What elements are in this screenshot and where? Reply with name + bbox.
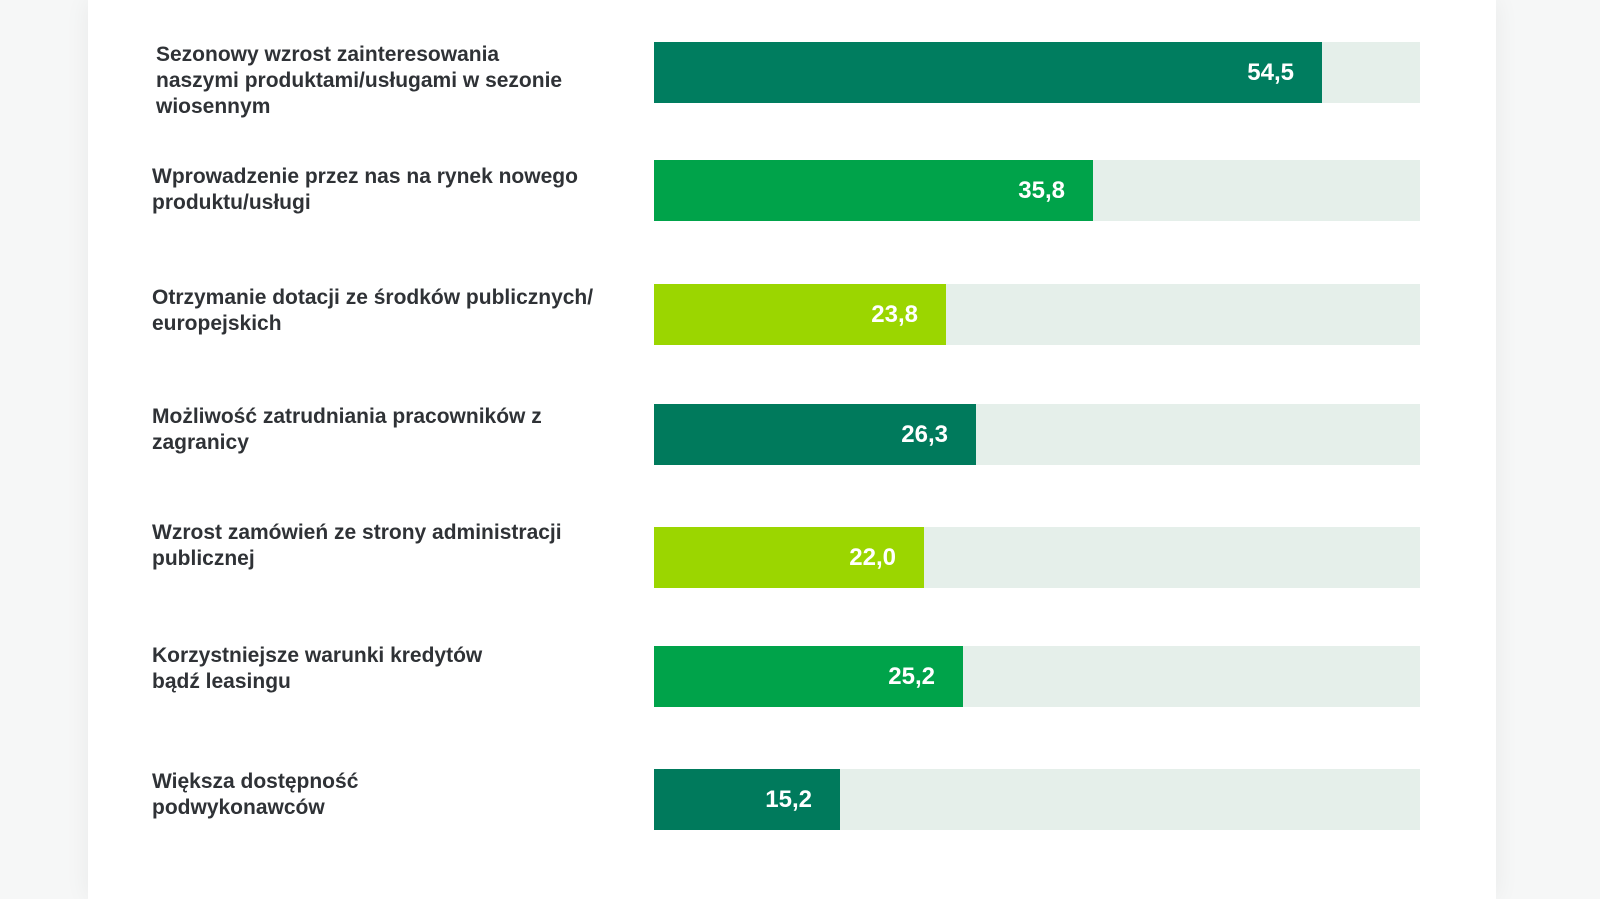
bar bbox=[654, 769, 840, 830]
value-label: 23,8 bbox=[871, 301, 918, 328]
bar bbox=[654, 284, 946, 345]
bar-track: 54,5 bbox=[654, 42, 1420, 103]
bar-track: 22,0 bbox=[654, 527, 1420, 588]
category-label: Otrzymanie dotacji ze środków publicznyc… bbox=[152, 286, 594, 335]
category-label: Możliwość zatrudniania pracowników z zag… bbox=[152, 405, 542, 454]
bar bbox=[654, 646, 963, 707]
category-label: Wprowadzenie przez nas na rynek nowego p… bbox=[152, 165, 578, 214]
bar-track: 23,8 bbox=[654, 284, 1420, 345]
category-label: Większa dostępność podwykonawców bbox=[152, 770, 359, 819]
value-label: 35,8 bbox=[1018, 177, 1065, 204]
bar bbox=[654, 527, 924, 588]
value-label: 15,2 bbox=[765, 786, 812, 813]
bar-track: 35,8 bbox=[654, 160, 1420, 221]
category-label: Wzrost zamówień ze strony administracji … bbox=[152, 521, 562, 570]
bar-track: 15,2 bbox=[654, 769, 1420, 830]
bar bbox=[654, 42, 1322, 103]
value-label: 22,0 bbox=[849, 544, 896, 571]
value-label: 25,2 bbox=[888, 663, 935, 690]
bar-track: 25,2 bbox=[654, 646, 1420, 707]
category-label: Korzystniejsze warunki kredytów bądź lea… bbox=[152, 644, 483, 693]
value-label: 26,3 bbox=[901, 421, 948, 448]
chart-card: Sezonowy wzrost zainteresowania naszymi … bbox=[88, 0, 1496, 899]
value-label: 54,5 bbox=[1247, 59, 1294, 86]
category-label: Sezonowy wzrost zainteresowania naszymi … bbox=[156, 43, 563, 118]
bar-track: 26,3 bbox=[654, 404, 1420, 465]
bar bbox=[654, 160, 1093, 221]
bar bbox=[654, 404, 976, 465]
